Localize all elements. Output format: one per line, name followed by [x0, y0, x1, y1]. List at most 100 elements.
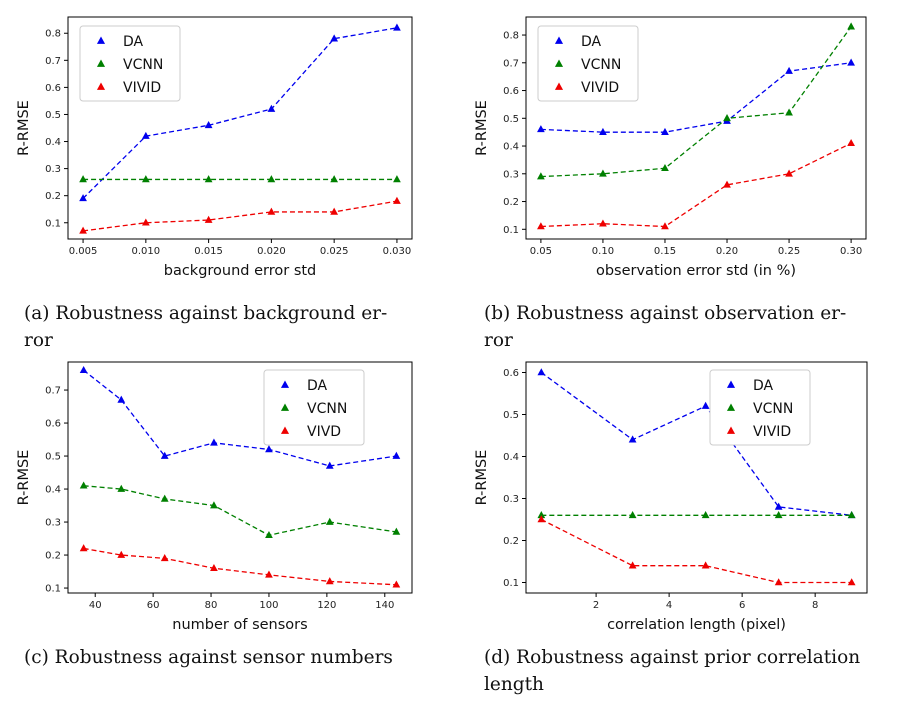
y-tick-label: 0.3 — [503, 169, 519, 180]
legend-box — [709, 369, 811, 446]
series-vcnn-point — [599, 169, 607, 177]
plot-frame — [525, 16, 867, 240]
x-tick-label: 80 — [205, 600, 218, 611]
chart-a: 0.005 0.010 0.015 0.020 0.025 0.030 0.1 0.2 0.3 0… — [16, 16, 413, 279]
series-vivid-point — [204, 215, 213, 223]
series-vivid-point — [393, 196, 401, 204]
legend-vcnn-marker — [554, 59, 564, 67]
x-tick-label: 120 — [317, 600, 336, 611]
caption-a-line-1: (a) Robustness against background er- — [24, 303, 388, 324]
legend-vivid-marker — [96, 82, 106, 90]
x-axis-label: observation error std (in %) — [596, 263, 796, 279]
series-vivid-line — [82, 200, 398, 232]
caption-b-line-1: (b) Robustness against observation er- — [484, 303, 847, 324]
series-vivid-point — [661, 222, 669, 230]
y-tick-label: 0.2 — [503, 197, 519, 208]
series-vivid-point — [79, 226, 87, 234]
series-da-point — [537, 125, 545, 133]
y-tick-label: 0.5 — [503, 410, 519, 421]
series-vcnn-point — [210, 501, 218, 509]
caption-c-line-1: (c) Robustness against sensor numbers — [24, 647, 393, 668]
series-da-point — [330, 34, 339, 42]
y-tick-label: 0.5 — [45, 110, 61, 121]
y-tick-label: 0.6 — [503, 86, 519, 97]
y-tick-label: 0.2 — [45, 551, 61, 562]
series-vcnn-point — [628, 511, 637, 519]
legend-da-label: DA — [581, 34, 602, 50]
x-axis-label: background error std — [164, 263, 317, 279]
series-da-point — [141, 131, 150, 139]
series-da-point — [701, 401, 710, 409]
series-da-point — [267, 104, 276, 112]
x-tick-label: 0.10 — [592, 246, 614, 257]
series-vivid-point — [701, 561, 710, 569]
series-vivid-point — [537, 222, 545, 230]
series-vcnn-point — [325, 517, 334, 525]
x-tick-label: 0.15 — [654, 246, 676, 257]
y-axis-label: R-RMSE — [474, 100, 490, 156]
y-tick-label: 0.1 — [503, 578, 519, 589]
legend-da-marker — [726, 380, 736, 388]
series-vcnn-point — [847, 22, 855, 30]
series-vcnn-point — [117, 484, 126, 492]
series-vivid-line — [541, 518, 852, 584]
legend-da-label: DA — [307, 378, 328, 394]
caption-a: (a) Robustness against background er- ro… — [24, 300, 444, 354]
y-tick-label: 0.7 — [45, 386, 61, 397]
caption-a-line-2: ror — [24, 330, 53, 351]
series-vivd-point — [79, 544, 88, 552]
chart-c: 40 60 80 100 120 140 0.1 0.2 0.3 0.4 0.5 0.6 0.7 numb… — [16, 361, 413, 633]
plot-frame — [67, 361, 413, 594]
series-vivid-point — [599, 219, 607, 227]
legend-vivid-marker — [726, 426, 736, 434]
y-tick-label: 0.2 — [45, 191, 61, 202]
plot-frame — [67, 16, 413, 240]
x-tick-label: 2 — [593, 600, 599, 611]
series-da-point — [599, 127, 607, 135]
chart-d: 2 4 6 8 0.1 0.2 0.3 0.4 0.5 0.6 correlation length… — [474, 361, 868, 633]
y-axis-label: R-RMSE — [16, 100, 32, 156]
x-tick-label: 6 — [739, 600, 745, 611]
y-tick-label: 0.5 — [503, 114, 519, 125]
series-vcnn-line — [540, 26, 852, 178]
x-tick-label: 60 — [147, 600, 160, 611]
series-vcnn-point — [393, 175, 401, 183]
series-vcnn-point — [661, 163, 669, 172]
legend-vivid-label: VIVID — [753, 424, 791, 440]
series-vcnn-point — [204, 175, 213, 183]
y-tick-label: 0.4 — [45, 137, 61, 148]
legend-vcnn-marker — [280, 403, 290, 411]
x-tick-label: 100 — [259, 600, 278, 611]
x-tick-label: 0.005 — [69, 246, 98, 257]
x-tick-label: 8 — [812, 600, 818, 611]
series-da-point — [774, 502, 783, 510]
legend-da-marker — [96, 36, 106, 44]
series-vivd-point — [117, 550, 126, 558]
y-tick-label: 0.6 — [45, 419, 61, 430]
legend-vivid-label: VIVID — [581, 80, 619, 96]
x-tick-label: 0.025 — [320, 246, 349, 257]
series-vcnn-point — [79, 175, 87, 183]
legend-da-label: DA — [123, 34, 144, 50]
series-da-line — [82, 27, 398, 199]
series-vivd-point — [265, 570, 273, 578]
series-vcnn-point — [141, 175, 150, 183]
series-vcnn-point — [537, 511, 546, 519]
series-vcnn-point — [723, 113, 731, 122]
x-axis-label: correlation length (pixel) — [607, 617, 786, 633]
legend-box — [263, 369, 365, 446]
series-vivd-point — [160, 554, 169, 562]
legend-vivid-label: VIVID — [123, 80, 161, 96]
legend-vcnn-marker — [726, 403, 736, 411]
legend-vcnn-marker — [96, 59, 106, 67]
series-vcnn-point — [330, 175, 339, 183]
y-tick-label: 0.5 — [45, 452, 61, 463]
series-vivid-point — [330, 207, 339, 215]
x-tick-label: 0.010 — [132, 246, 161, 257]
legend-vivid-marker — [554, 82, 564, 90]
x-tick-label: 0.015 — [194, 246, 223, 257]
y-tick-label: 0.8 — [45, 29, 61, 40]
series-vivd-point — [392, 580, 401, 588]
series-da-point — [79, 194, 87, 202]
y-tick-label: 0.4 — [503, 142, 519, 153]
